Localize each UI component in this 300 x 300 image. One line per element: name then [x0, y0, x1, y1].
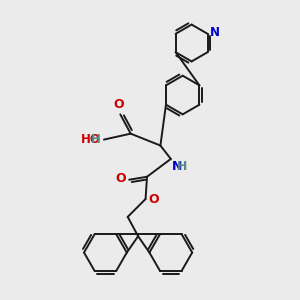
- Text: N: N: [210, 26, 220, 39]
- Text: O: O: [113, 98, 124, 111]
- Text: HO: HO: [81, 133, 101, 146]
- Text: H: H: [91, 133, 101, 146]
- Text: N: N: [172, 160, 182, 173]
- Text: O: O: [148, 193, 159, 206]
- Text: O: O: [116, 172, 126, 185]
- Text: H: H: [177, 160, 188, 173]
